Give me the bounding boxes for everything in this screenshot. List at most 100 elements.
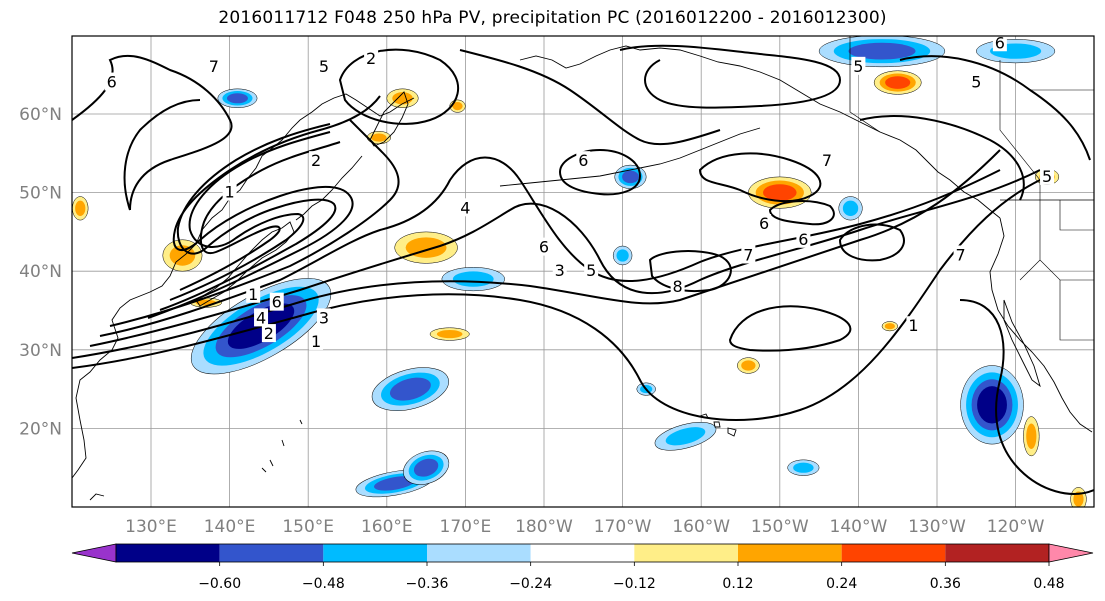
precip-anomaly: [441, 267, 505, 292]
contour-label-bg: [584, 261, 599, 280]
longitude-label: 120°W: [987, 517, 1045, 537]
pv-contour-north-4: [698, 152, 822, 203]
contour-label: 6: [539, 238, 549, 257]
contour-label-bg: [819, 151, 834, 170]
map-title: 2016011712 F048 250 hPa PV, precipitatio…: [218, 8, 887, 28]
contour-label-bg: [309, 331, 324, 350]
contour-label-bg: [309, 151, 324, 170]
longitude-label: 160°W: [672, 517, 730, 537]
precip-anomaly: [737, 357, 760, 374]
precip-anomaly: [1023, 416, 1040, 457]
pv-contour-8: [648, 250, 732, 292]
colorbar-tick-label: −0.12: [613, 576, 656, 592]
pv-contour-north-2: [619, 44, 842, 109]
latitude-label: 40°N: [19, 262, 62, 282]
precip-anomaly-layer: [616, 249, 629, 262]
precip-anomaly-layer: [842, 200, 859, 216]
contour-label-bg: [269, 292, 284, 311]
contour-label-bg: [969, 72, 984, 91]
precip-anomaly: [72, 196, 89, 221]
contour-label: 6: [107, 73, 117, 92]
precip-anomaly-layer: [793, 462, 814, 473]
precip-anomaly-layer: [622, 170, 639, 184]
contour-label-bg: [261, 324, 276, 343]
precip-anomaly-layer: [75, 200, 86, 216]
pv-contour-5: [109, 119, 400, 327]
coastlines: [72, 36, 1094, 501]
contour-label-bg: [757, 214, 772, 233]
contour-label: 5: [1042, 167, 1052, 186]
contour-label-bg: [104, 72, 119, 91]
longitude-label: 150°W: [751, 517, 809, 537]
contour-label-bg: [537, 237, 551, 256]
contour-label: 4: [256, 308, 266, 327]
longitude-label: 150°E: [282, 517, 334, 537]
longitude-label: 130°W: [908, 517, 966, 537]
colorbar-tick-label: −0.36: [406, 576, 449, 592]
longitude-label: 130°E: [125, 517, 177, 537]
colorbar-tick-labels: −0.60 −0.48 −0.36 −0.24 −0.12 0.12 0.24 0.36 0.4…: [198, 562, 1065, 592]
latitude-label: 50°N: [19, 184, 62, 204]
coastline-baja: [1003, 299, 1041, 388]
contour-label: 2: [311, 151, 321, 170]
contour-label: 6: [578, 151, 588, 170]
precip-anomaly-layer: [848, 42, 916, 60]
precip-anomaly-layer: [452, 102, 463, 111]
colorbar-segment: [738, 544, 842, 562]
pv-contour-jet-2: [159, 123, 337, 311]
contour-label: 6: [272, 293, 282, 312]
precip-anomaly: [614, 164, 647, 189]
colorbar-tick-label: −0.48: [302, 576, 345, 592]
precip-anomaly-layer: [389, 377, 431, 401]
coastline-alaska: [519, 45, 1001, 219]
precip-anomaly-layer: [371, 133, 387, 142]
contour-label-bg: [316, 56, 331, 75]
pv-contour-1-east: [728, 305, 852, 352]
precip-anomaly-layer: [1073, 491, 1084, 507]
contour-label-bg: [670, 276, 685, 295]
precip-anomaly: [976, 39, 1056, 64]
pv-contour-1: [72, 179, 1041, 421]
precip-anomaly-layer: [977, 386, 1007, 424]
pv-contour-jet-4: [179, 141, 341, 291]
contour-label: 4: [460, 198, 470, 217]
border-alaska-canada: [849, 36, 881, 133]
pv-contours: [72, 44, 1094, 495]
colorbar-segment: [323, 544, 427, 562]
contour-label: 1: [908, 316, 918, 335]
latitude-label: 60°N: [19, 105, 62, 125]
contour-label-bg: [206, 56, 221, 75]
colorbar-segment: [841, 544, 946, 562]
precip-anomaly-layer: [226, 93, 248, 104]
contour-label: 3: [319, 308, 329, 327]
colorbar-tick-label: 0.12: [722, 576, 753, 592]
pv-contour-north-1: [459, 49, 721, 146]
precip-anomaly-layer: [884, 323, 895, 330]
contour-label: 3: [555, 261, 565, 280]
colorbar-segment: [634, 544, 738, 562]
state-borders: [999, 60, 1094, 341]
contour-label: 1: [225, 183, 235, 202]
contour-label-bg: [458, 198, 473, 217]
contour-label: 2: [264, 324, 274, 343]
contour-label: 6: [798, 230, 808, 249]
precip-anomaly: [403, 450, 450, 485]
precip-anomaly: [612, 245, 633, 266]
contour-label: 5: [853, 57, 863, 76]
longitude-label: 180°W: [515, 517, 573, 537]
colorbar-segment: [219, 544, 324, 562]
longitude-label: 140°E: [204, 517, 256, 537]
precip-anomaly: [881, 321, 898, 332]
precip-anomaly: [818, 36, 946, 68]
contour-label-bg: [254, 308, 269, 327]
contour-label: 2: [366, 49, 376, 68]
precip-anomaly: [355, 469, 434, 498]
pv-contour-4: [99, 156, 1001, 337]
precip-anomaly-layer: [665, 427, 706, 446]
precip-anomaly-layer: [763, 184, 797, 201]
precip-anomaly-layer: [436, 329, 463, 339]
pacific-islands: [89, 419, 303, 501]
contour-label: 7: [822, 151, 832, 170]
coastline-north-america: [989, 217, 1093, 433]
